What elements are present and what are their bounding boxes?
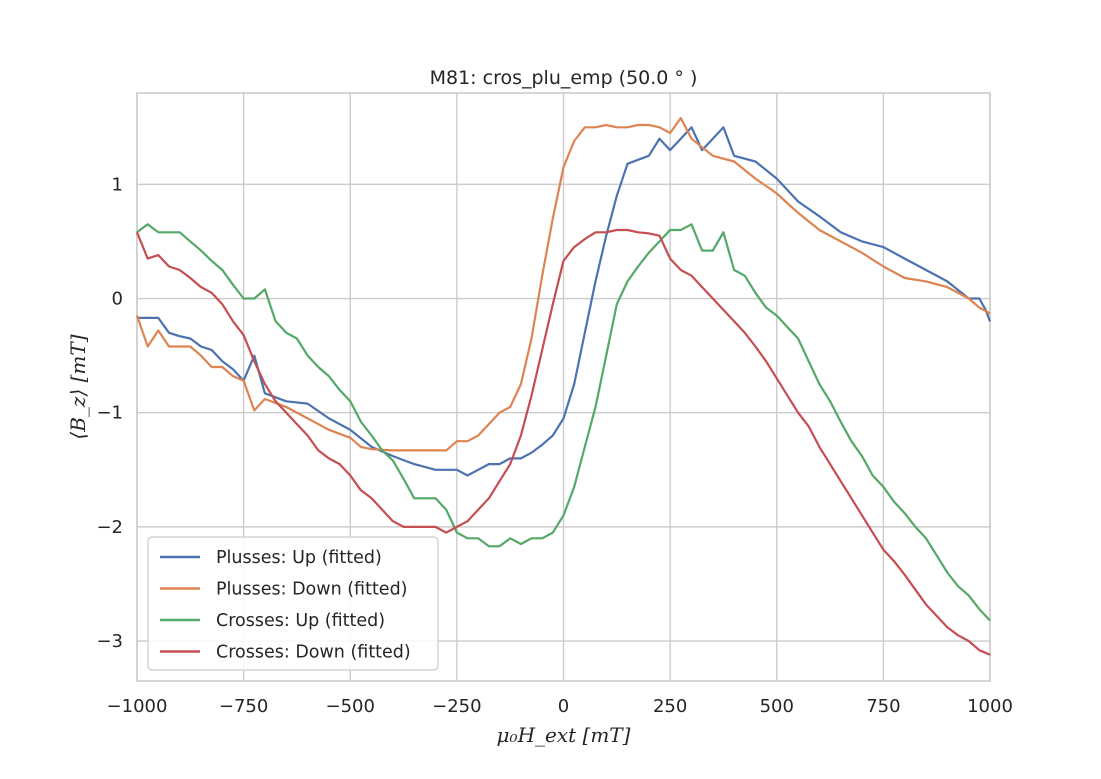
legend-label: Crosses: Down (fitted) (216, 643, 411, 663)
x-tick-label: 0 (558, 696, 569, 717)
x-tick-label: −500 (326, 696, 375, 717)
series-line-2 (136, 223, 991, 622)
series-line-3 (135, 228, 991, 656)
series-line-1 (135, 116, 991, 452)
y-tick-label: −1 (96, 403, 123, 424)
y-tick-label: −2 (96, 517, 123, 538)
chart-title: M81: cros_plu_emp (50.0 ° ) (430, 67, 698, 89)
x-tick-label: 250 (653, 696, 687, 717)
x-tick-label: 500 (760, 696, 794, 717)
grid-lines (136, 93, 991, 681)
x-tick-labels: −1000 −750 −500 −250 0 250 500 750 1000 (107, 696, 1013, 717)
x-tick-label: −750 (219, 696, 268, 717)
legend-label: Crosses: Up (fitted) (216, 611, 385, 631)
y-tick-label: −3 (96, 631, 123, 652)
x-tick-label: −250 (432, 696, 481, 717)
x-tick-label: 750 (866, 696, 900, 717)
x-axis-label: μ₀H_ext [mT] (497, 723, 631, 747)
y-tick-label: 1 (112, 174, 123, 195)
x-tick-label: 1000 (967, 696, 1013, 717)
series-lines (135, 116, 992, 656)
y-tick-label: 0 (112, 289, 123, 310)
y-axis-label: ⟨B_z⟩ [mT] (66, 334, 90, 439)
plot-frame (136, 92, 991, 682)
legend-label: Plusses: Down (fitted) (216, 580, 408, 600)
legend-box (147, 536, 439, 671)
x-tick-label: −1000 (107, 696, 168, 717)
y-tick-labels: −3 −2 −1 0 1 (96, 174, 123, 652)
legend: Plusses: Up (fitted) Plusses: Down (fitte… (147, 536, 439, 671)
legend-label: Plusses: Up (fitted) (216, 548, 382, 568)
